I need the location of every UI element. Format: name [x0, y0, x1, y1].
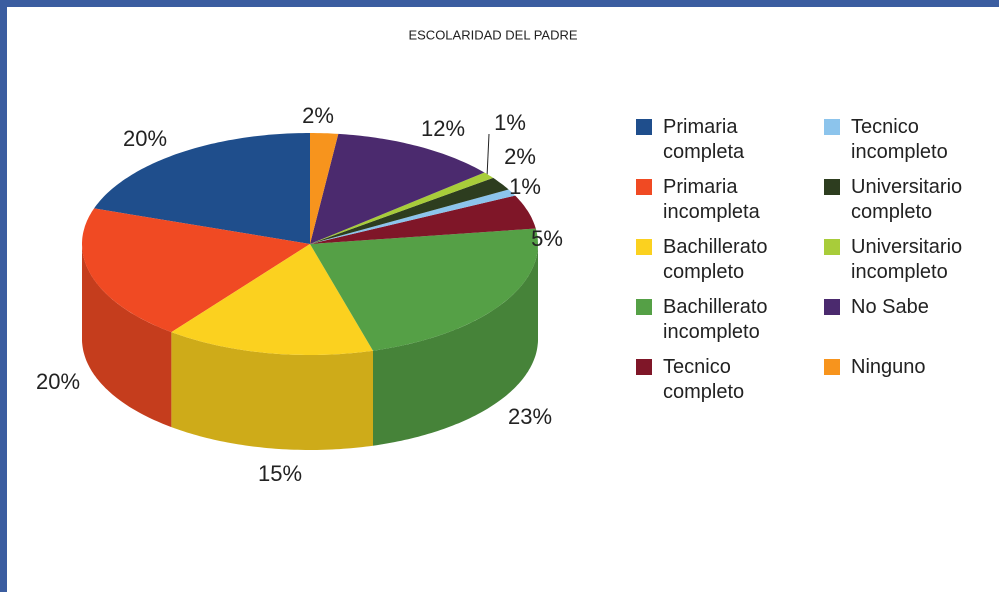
legend-item: Bachillerato completo	[636, 235, 811, 285]
legend-label: Bachillerato incompleto	[663, 296, 768, 343]
legend-item: Universitario completo	[824, 175, 999, 225]
legend-item: Tecnico incompleto	[824, 115, 999, 165]
slice	[310, 177, 509, 244]
data-label: 2%	[302, 103, 334, 128]
slice	[310, 133, 339, 244]
slice	[310, 228, 538, 351]
data-label: 12%	[421, 116, 465, 141]
legend-item: Primaria completa	[636, 115, 811, 165]
slice-side	[171, 332, 373, 450]
legend-swatch	[636, 119, 652, 135]
data-label: 23%	[508, 404, 552, 429]
legend-item: Bachillerato incompleto	[636, 295, 811, 345]
legend-swatch	[636, 299, 652, 315]
slice	[94, 133, 310, 244]
data-label: 5%	[531, 226, 563, 251]
frame-top	[0, 0, 999, 7]
legend-item: Ninguno	[824, 355, 999, 380]
legend-item: No Sabe	[824, 295, 999, 320]
legend-item: Primaria incompleta	[636, 175, 811, 225]
legend-label: No Sabe	[851, 296, 929, 318]
legend-swatch	[636, 179, 652, 195]
data-label: 1%	[494, 110, 526, 135]
frame-left	[0, 0, 7, 592]
chart-title: ESCOLARIDAD DEL PADRE	[408, 27, 577, 42]
slice	[310, 172, 494, 244]
legend-label: Primaria completa	[663, 116, 745, 163]
legend-label: Ninguno	[851, 356, 926, 378]
leader-line	[486, 133, 490, 178]
data-label: 1%	[509, 174, 541, 199]
legend-swatch	[636, 359, 652, 375]
legend-label: Tecnico completo	[663, 356, 745, 403]
legend-swatch	[636, 239, 652, 255]
legend-label: Primaria incompleta	[663, 176, 760, 223]
data-label: 20%	[36, 369, 80, 394]
data-label: 15%	[258, 461, 302, 486]
slice	[171, 244, 373, 355]
slice	[82, 208, 310, 333]
legend-swatch	[824, 299, 840, 315]
slice-side	[82, 244, 172, 428]
legend-item: Universitario incompleto	[824, 235, 999, 285]
legend-swatch	[824, 179, 840, 195]
legend-swatch	[824, 239, 840, 255]
slice	[310, 133, 485, 244]
legend-swatch	[824, 119, 840, 135]
data-label: 20%	[123, 126, 167, 151]
data-label: 2%	[504, 144, 536, 169]
slice	[310, 189, 516, 244]
legend-label: Tecnico incompleto	[851, 116, 948, 163]
legend-label: Bachillerato completo	[663, 236, 768, 283]
legend-label: Universitario incompleto	[851, 236, 963, 283]
legend-label: Universitario completo	[851, 176, 963, 223]
slice-side	[373, 244, 538, 446]
legend-swatch	[824, 359, 840, 375]
legend-item: Tecnico completo	[636, 355, 811, 405]
slice	[310, 195, 536, 244]
